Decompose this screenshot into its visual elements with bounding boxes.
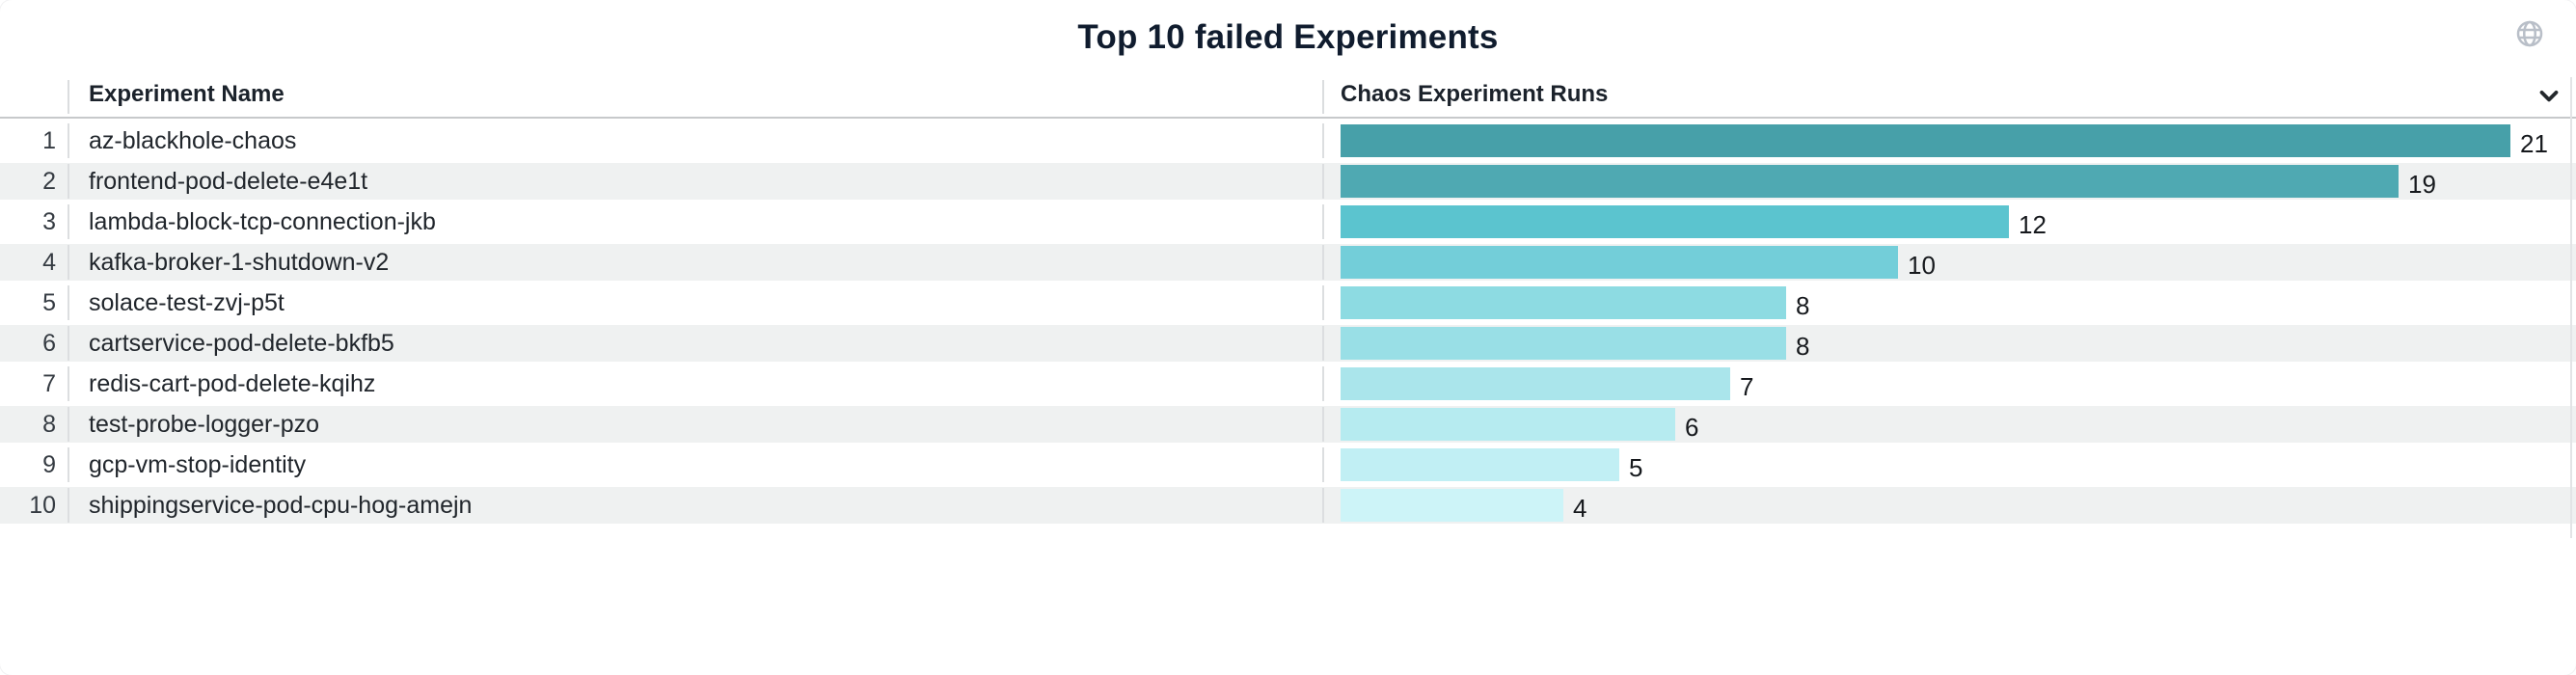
column-divider <box>1322 80 1324 114</box>
experiment-runs-bar[interactable] <box>1341 448 1619 481</box>
row-rank: 10 <box>29 492 56 519</box>
experiment-name: az-blackhole-chaos <box>89 127 297 154</box>
column-divider <box>1322 285 1324 320</box>
globe-icon <box>2514 18 2545 49</box>
column-divider <box>68 326 69 361</box>
experiment-runs-bar[interactable] <box>1341 367 1730 400</box>
row-rank: 6 <box>42 330 56 357</box>
experiment-runs-bar[interactable] <box>1341 286 1786 319</box>
table-row[interactable]: 7 redis-cart-pod-delete-kqihz 7 <box>0 364 2576 404</box>
column-divider <box>1322 407 1324 442</box>
experiment-name: frontend-pod-delete-e4e1t <box>89 168 368 195</box>
table-row[interactable]: 5 solace-test-zvj-p5t 8 <box>0 283 2576 323</box>
experiment-runs-bar[interactable] <box>1341 205 2009 238</box>
column-divider <box>68 285 69 320</box>
experiment-name: solace-test-zvj-p5t <box>89 289 285 316</box>
table-row[interactable]: 2 frontend-pod-delete-e4e1t 19 <box>0 161 2576 202</box>
row-rank: 7 <box>42 370 56 397</box>
column-divider <box>1322 245 1324 280</box>
column-divider <box>68 488 69 523</box>
row-rank: 2 <box>42 168 56 195</box>
panel-right-divider <box>2570 77 2572 538</box>
column-divider <box>68 407 69 442</box>
column-divider <box>68 447 69 482</box>
experiment-name: shippingservice-pod-cpu-hog-amejn <box>89 492 473 519</box>
column-divider <box>1322 204 1324 239</box>
column-divider <box>1322 326 1324 361</box>
chevron-down-icon[interactable] <box>2534 81 2564 110</box>
column-header-chaos-experiment-runs: Chaos Experiment Runs <box>1341 81 1609 107</box>
experiment-runs-bar[interactable] <box>1341 246 1898 279</box>
row-rank: 4 <box>42 249 56 276</box>
experiment-runs-value: 19 <box>2408 170 2436 199</box>
experiment-runs-bar[interactable] <box>1341 327 1786 360</box>
table-row[interactable]: 3 lambda-block-tcp-connection-jkb 12 <box>0 202 2576 242</box>
experiment-runs-bar[interactable] <box>1341 408 1675 441</box>
experiment-runs-value: 7 <box>1740 372 1754 401</box>
experiment-runs-value: 8 <box>1796 332 1810 361</box>
table-row[interactable]: 1 az-blackhole-chaos 21 <box>0 121 2576 161</box>
column-divider <box>1322 366 1324 401</box>
experiment-name: kafka-broker-1-shutdown-v2 <box>89 249 390 276</box>
table-row[interactable]: 6 cartservice-pod-delete-bkfb5 8 <box>0 323 2576 364</box>
experiment-runs-value: 12 <box>2019 210 2047 239</box>
experiment-name: redis-cart-pod-delete-kqihz <box>89 370 376 397</box>
table-row[interactable]: 4 kafka-broker-1-shutdown-v2 10 <box>0 242 2576 283</box>
experiment-runs-value: 21 <box>2520 129 2548 158</box>
experiment-name: cartservice-pod-delete-bkfb5 <box>89 330 394 357</box>
column-divider <box>1322 447 1324 482</box>
column-divider <box>1322 164 1324 199</box>
experiment-runs-bar[interactable] <box>1341 489 1563 522</box>
experiment-runs-value: 10 <box>1908 251 1936 280</box>
panel-title: Top 10 failed Experiments <box>1077 18 1499 56</box>
experiment-name: test-probe-logger-pzo <box>89 411 320 438</box>
experiment-runs-value: 4 <box>1573 494 1587 523</box>
table-row[interactable]: 10 shippingservice-pod-cpu-hog-amejn 4 <box>0 485 2576 526</box>
column-divider <box>68 204 69 239</box>
column-divider <box>1322 488 1324 523</box>
experiment-runs-value: 8 <box>1796 291 1810 320</box>
experiment-name: lambda-block-tcp-connection-jkb <box>89 208 436 235</box>
row-rank: 3 <box>42 208 56 235</box>
table-row[interactable]: 9 gcp-vm-stop-identity 5 <box>0 445 2576 485</box>
table-body: 1 az-blackhole-chaos 21 2 frontend-pod-d… <box>0 121 2576 526</box>
column-divider <box>68 245 69 280</box>
table-header: Experiment Name Chaos Experiment Runs <box>0 72 2576 119</box>
table-row[interactable]: 8 test-probe-logger-pzo 6 <box>0 404 2576 445</box>
experiment-name: gcp-vm-stop-identity <box>89 451 307 478</box>
row-rank: 1 <box>42 127 56 154</box>
column-divider <box>68 123 69 158</box>
experiment-runs-value: 6 <box>1685 413 1699 442</box>
experiment-runs-bar[interactable] <box>1341 124 2510 157</box>
row-rank: 9 <box>42 451 56 478</box>
column-divider <box>68 366 69 401</box>
column-header-experiment-name: Experiment Name <box>89 81 285 107</box>
column-divider <box>68 80 69 114</box>
row-rank: 5 <box>42 289 56 316</box>
column-divider <box>1322 123 1324 158</box>
row-rank: 8 <box>42 411 56 438</box>
experiment-runs-bar[interactable] <box>1341 165 2399 198</box>
experiment-runs-value: 5 <box>1629 453 1643 482</box>
column-divider <box>68 164 69 199</box>
